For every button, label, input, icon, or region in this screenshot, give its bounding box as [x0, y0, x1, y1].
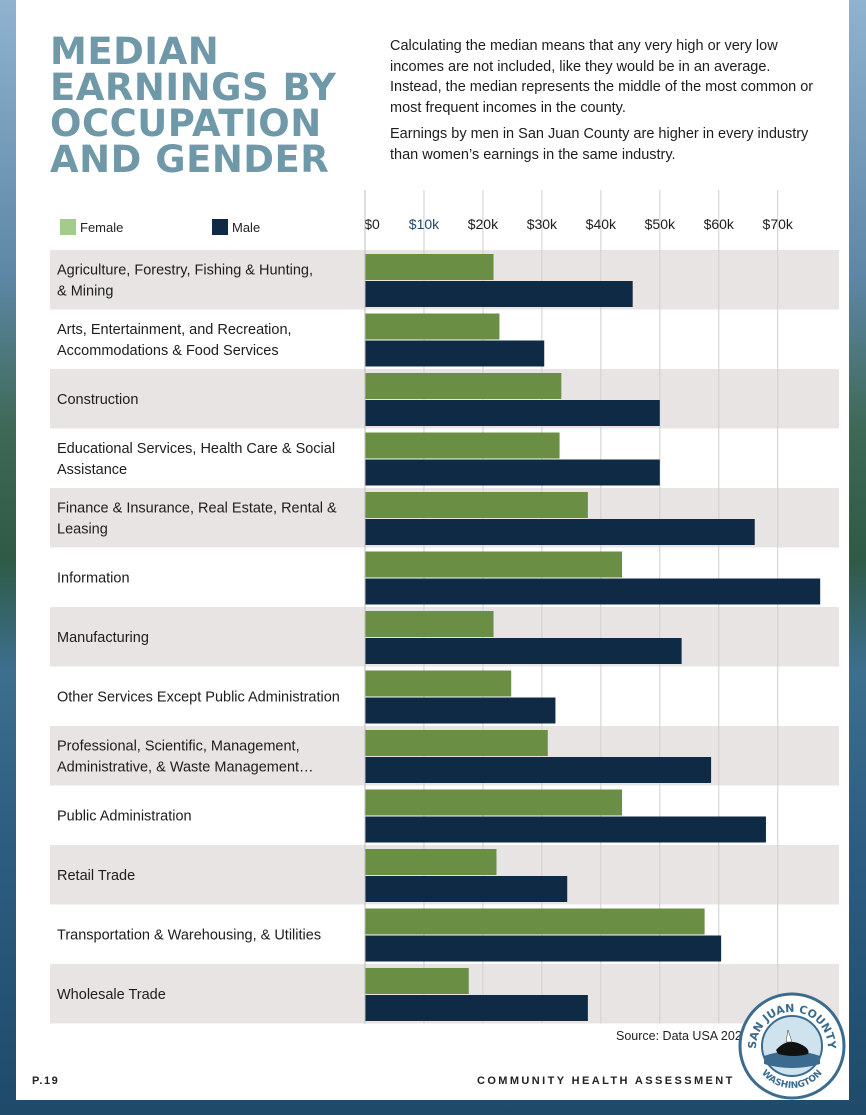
- legend-male-swatch: [212, 219, 228, 235]
- category-label: Professional, Scientific, Management,: [57, 738, 300, 754]
- category-label: Manufacturing: [57, 630, 149, 646]
- category-label: Transportation & Warehousing, & Utilitie…: [57, 927, 321, 943]
- category-label: Retail Trade: [57, 868, 135, 884]
- x-tick-label: $20k: [468, 216, 499, 232]
- bar-female: [365, 730, 548, 756]
- x-tick-label: $30k: [527, 216, 558, 232]
- bar-female: [365, 373, 562, 399]
- bar-female: [365, 551, 623, 578]
- bar-male: [365, 757, 712, 783]
- x-tick-label: $10k: [409, 216, 440, 232]
- category-label: Assistance: [57, 462, 127, 478]
- category-label: Educational Services, Health Care & Soci…: [57, 441, 335, 457]
- category-label: Public Administration: [57, 808, 192, 824]
- bar-female: [365, 254, 494, 280]
- page-number: P.19: [32, 1075, 60, 1087]
- bar-female: [365, 789, 623, 816]
- category-label: Finance & Insurance, Real Estate, Rental…: [57, 500, 337, 516]
- category-label: Arts, Entertainment, and Recreation,: [57, 322, 292, 338]
- category-label: Agriculture, Forestry, Fishing & Hunting…: [57, 262, 313, 278]
- intro-text: Calculating the median means that any ve…: [390, 36, 825, 171]
- bar-male: [365, 519, 755, 545]
- category-label: Accommodations & Food Services: [57, 343, 279, 359]
- bar-female: [365, 432, 560, 459]
- legend-male-label: Male: [232, 219, 261, 235]
- category-label: Information: [57, 570, 130, 586]
- bar-female: [365, 908, 705, 935]
- bar-male: [365, 578, 821, 605]
- bar-male: [365, 935, 722, 962]
- bar-male: [365, 459, 660, 486]
- category-label: Other Services Except Public Administrat…: [57, 689, 340, 705]
- x-tick-label: $40k: [586, 216, 617, 232]
- legend-male: Male: [212, 219, 260, 235]
- legend-female-swatch: [60, 219, 76, 235]
- intro-paragraph-1: Calculating the median means that any ve…: [390, 38, 814, 116]
- bar-male: [365, 340, 545, 367]
- page: MEDIAN EARNINGS BY OCCUPATION AND GENDER…: [16, 0, 849, 1100]
- category-label: Construction: [57, 392, 138, 408]
- bar-female: [365, 670, 512, 697]
- category-label: & Mining: [57, 283, 113, 299]
- legend-female-label: Female: [80, 219, 124, 235]
- county-seal-logo: SAN JUAN COUNTY WASHINGTON: [738, 992, 846, 1100]
- bar-male: [365, 995, 588, 1021]
- bar-male: [365, 816, 766, 843]
- bar-female: [365, 492, 588, 518]
- x-tick-label: $50k: [645, 216, 676, 232]
- bar-male: [365, 281, 633, 307]
- intro-paragraph-2: Earnings by men in San Juan County are h…: [390, 126, 809, 163]
- bar-male: [365, 638, 682, 664]
- bar-female: [365, 313, 500, 340]
- bar-male: [365, 697, 556, 724]
- x-tick-label: $60k: [704, 216, 735, 232]
- report-title: COMMUNITY HEALTH ASSESSMENT: [477, 1075, 735, 1087]
- bar-female: [365, 968, 469, 994]
- legend-female: Female: [60, 219, 123, 235]
- category-label: Leasing: [57, 521, 108, 537]
- earnings-bar-chart: $0 $10k $20k $30k $40k $50k $60k $70k Agricultur…: [50, 190, 839, 1024]
- bar-male: [365, 400, 660, 426]
- category-label: Wholesale Trade: [57, 987, 166, 1003]
- source-note: Source: Data USA 2021: [616, 1029, 749, 1043]
- x-tick-label: $0: [364, 216, 380, 232]
- x-tick-label: $70k: [763, 216, 794, 232]
- bar-male: [365, 876, 568, 902]
- bar-female: [365, 611, 494, 637]
- page-title: MEDIAN EARNINGS BY OCCUPATION AND GENDER: [50, 30, 337, 181]
- bar-female: [365, 849, 497, 875]
- category-label: Administrative, & Waste Management…: [57, 759, 314, 775]
